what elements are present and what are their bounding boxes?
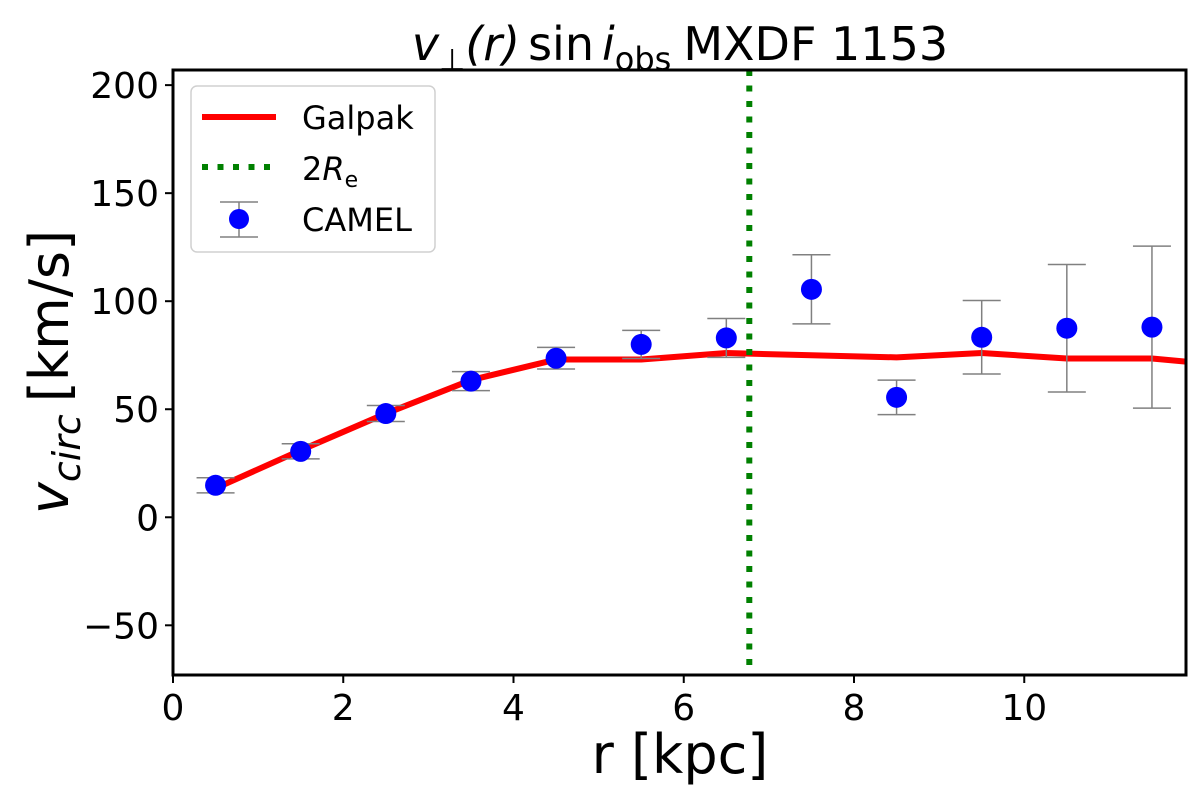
camel-point [1056,317,1078,339]
camel-point [971,326,993,348]
y-axis-label: vcirc[km/s] [18,230,89,514]
x-tick-label: 0 [162,688,185,729]
camel-point [545,347,567,369]
camel-point [460,370,482,392]
camel-point [205,474,227,496]
axes-frame [171,68,1188,677]
camel-point [715,327,737,349]
chart-title: v⊥(r) sin iobs MXDF 1153 [412,17,948,78]
legend-box [190,85,436,253]
camel-point [290,440,312,462]
galpak-line [214,350,1186,492]
camel-point [1141,316,1163,338]
x-axis: 0 2 4 6 8 10 [162,675,1047,729]
y-tick-label: 50 [113,390,159,431]
y-axis: −50 0 50 100 150 200 [83,66,173,647]
x-tick-label: 8 [843,688,866,729]
y-tick-label: 200 [90,66,159,107]
x-tick-label: 10 [1001,688,1047,729]
y-tick-label: −50 [83,606,159,647]
series-group [196,70,1186,675]
x-tick-label: 4 [502,688,525,729]
plot-area [196,70,1186,675]
legend: Galpak 2Re CAMEL [190,85,436,253]
camel-point [800,278,822,300]
x-axis-label: r [kpc] [592,723,769,786]
y-tick-label: 0 [136,498,159,539]
legend-camel-marker [229,209,249,229]
y-tick-label: 150 [90,174,159,215]
camel-point [375,403,397,425]
legend-re-label: 2Re [302,150,358,193]
camel-point [886,386,908,408]
camel-point [630,333,652,355]
y-tick-label: 100 [90,282,159,323]
legend-galpak-label: Galpak [302,99,414,137]
x-tick-label: 6 [672,688,695,729]
x-tick-label: 2 [332,688,355,729]
legend-camel-label: CAMEL [302,201,412,239]
